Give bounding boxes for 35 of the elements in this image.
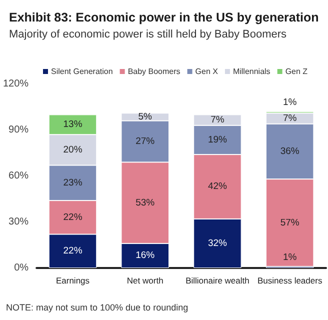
data-label: 20% [63,144,83,156]
data-label: 32% [208,238,228,249]
legend-label: Baby Boomers [128,67,180,76]
x-tick-label: Business leaders [257,276,322,286]
data-label: 23% [63,177,83,188]
data-label: 13% [63,119,83,130]
data-label: 57% [280,217,300,228]
data-label: 22% [63,212,83,223]
x-tick-label: Billionaire wealth [186,276,250,286]
chart-title: Exhibit 83: Economic power in the US by generation [9,10,319,24]
data-label: 7% [210,114,225,126]
chart-subtitle: Majority of economic power is still held by Baby Boomers [9,28,288,40]
legend-label: Gen X [195,67,219,76]
data-label: 19% [208,134,228,146]
x-tick-label: Earnings [56,276,90,286]
data-label: 27% [136,136,156,147]
text: NOTE: may not sum to 100% due to rounding [6,302,188,312]
data-label: 42% [208,181,228,192]
y-tick-label: 0% [14,262,29,274]
y-tick-label: 120% [3,78,29,90]
data-label: 16% [136,250,156,262]
data-label: 36% [280,146,300,157]
y-tick-label: 90% [8,124,29,136]
legend-label: Millennials [232,67,270,76]
legend-label: Silent Generation [51,67,113,76]
legend-label: Gen Z [285,67,308,76]
y-tick-label: 30% [8,216,29,228]
data-label: 53% [136,197,156,208]
data-label: 7% [282,113,298,124]
data-label: 1% [282,252,298,263]
data-label: 1% [282,97,298,108]
data-label: 22% [63,246,83,257]
x-tick-label: Net worth [126,276,164,286]
y-tick-label: 60% [8,170,29,182]
data-label: 5% [138,111,153,122]
